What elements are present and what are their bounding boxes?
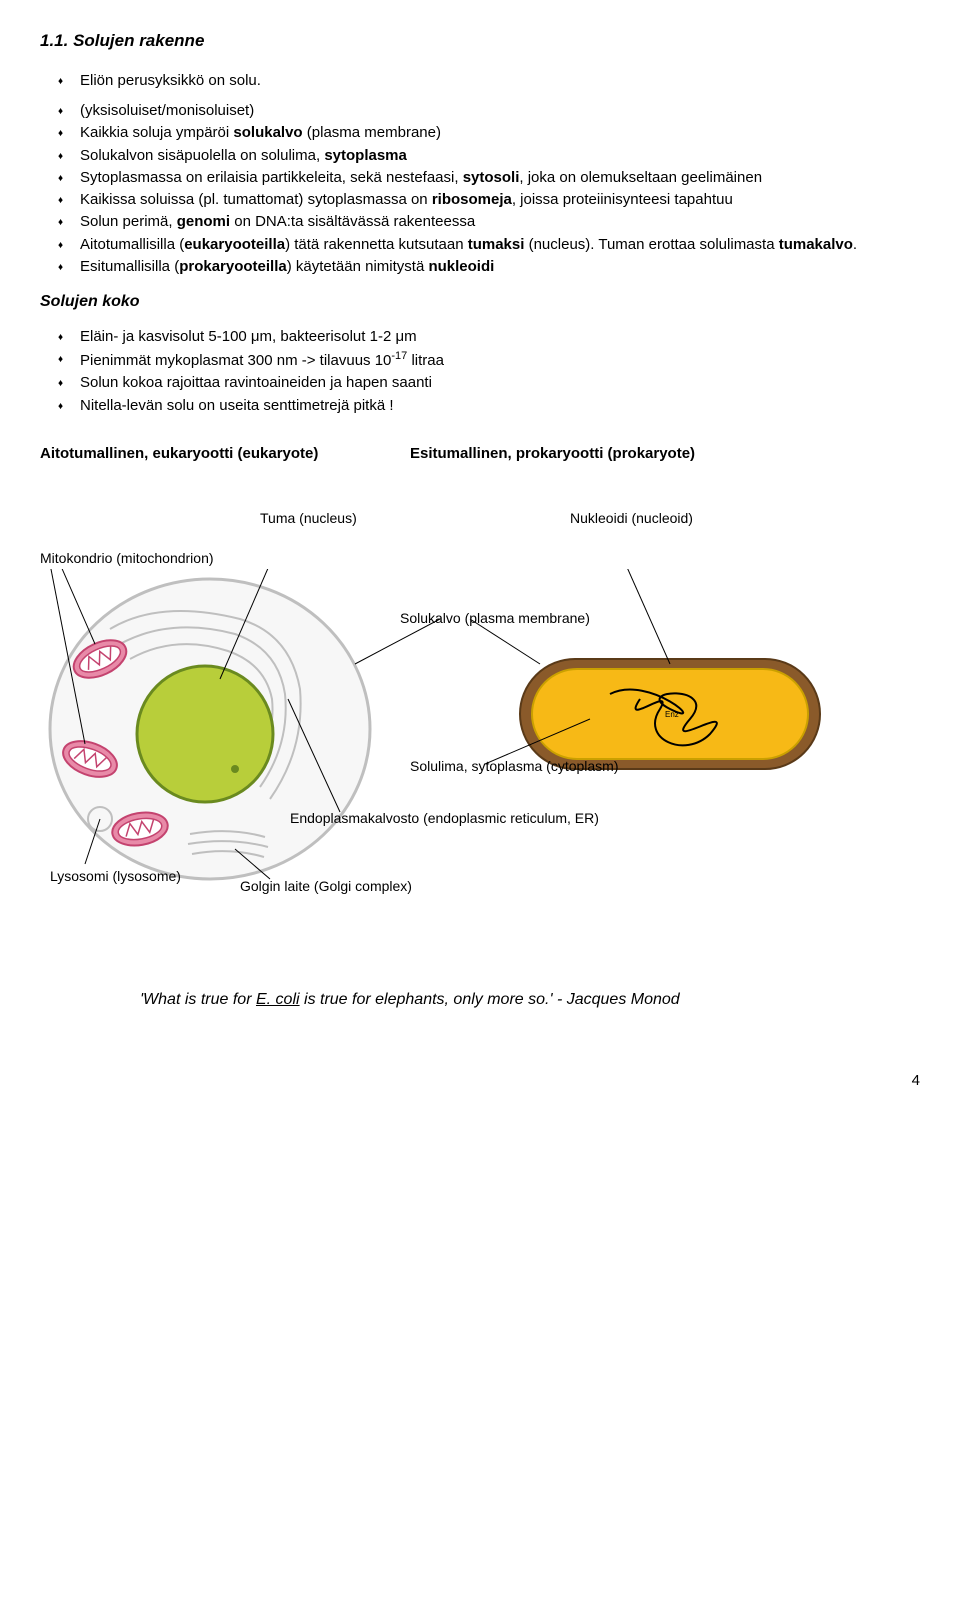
text: Kaikkia soluja ympäröi [80, 124, 233, 141]
cell-type-header: Aitotumallinen, eukaryootti (eukaryote) … [40, 444, 920, 464]
list-item: Eläin- ja kasvisolut 5-100 μm, bakteeris… [80, 327, 920, 347]
quote: 'What is true for E. coli is true for el… [140, 989, 920, 1011]
bold: eukaryooteilla [184, 236, 285, 253]
label-nukleoidi: Nukleoidi (nucleoid) [570, 509, 693, 528]
bullet-group-1: Eliön perusyksikkö on solu. [40, 71, 920, 91]
text: Kaikissa soluissa (pl. tumattomat) sytop… [80, 191, 432, 208]
text: Aitotumallisilla ( [80, 236, 184, 253]
bold: genomi [177, 213, 230, 230]
text: Sytoplasmassa on erilaisia partikkeleita… [80, 169, 463, 186]
bold: tumaksi [468, 236, 525, 253]
bold: tumakalvo [779, 236, 853, 253]
label-solulima: Solulima, sytoplasma (cytoplasm) [410, 757, 619, 776]
text: Eläin- ja kasvisolut 5-100 μm, bakteeris… [80, 328, 417, 345]
text: (yksisoluiset/monisoluiset) [80, 102, 254, 119]
list-item: Solun perimä, genomi on DNA:ta sisältävä… [80, 212, 920, 232]
nucleolus-dot [231, 765, 239, 773]
text: litraa [407, 352, 444, 369]
label-lysosomi: Lysosomi (lysosome) [50, 867, 181, 886]
bold: prokaryooteilla [179, 258, 287, 275]
list-item: Nitella-levän solu on useita senttimetre… [80, 396, 920, 416]
bold: ribosomeja [432, 191, 512, 208]
bold: sytosoli [463, 169, 520, 186]
list-item: Esitumallisilla (prokaryooteilla) käytet… [80, 257, 920, 277]
list-item: Aitotumallisilla (eukaryooteilla) tätä r… [80, 235, 920, 255]
bullet-group-2: (yksisoluiset/monisoluiset) Kaikkia solu… [40, 101, 920, 277]
quote-text1: 'What is true for [140, 991, 256, 1008]
quote-underline: E. coli [256, 991, 300, 1008]
text: (plasma membrane) [303, 124, 441, 141]
text: Nitella-levän solu on useita senttimetre… [80, 397, 394, 414]
list-item: Eliön perusyksikkö on solu. [80, 71, 920, 91]
list-item: Kaikkia soluja ympäröi solukalvo (plasma… [80, 123, 920, 143]
text: ) tätä rakennetta kutsutaan [285, 236, 468, 253]
bold: solukalvo [233, 124, 302, 141]
section-heading: 1.1. Solujen rakenne [40, 30, 920, 53]
bold: nukleoidi [428, 258, 494, 275]
eukaryote-diagram [40, 569, 380, 899]
label-er: Endoplasmakalvosto (endoplasmic reticulu… [290, 809, 599, 828]
label-mito: Mitokondrio (mitochondrion) [40, 549, 214, 568]
text: . [853, 236, 857, 253]
diagram-area: Enz Solukalvo (plasma membrane) Solulima… [40, 569, 920, 929]
superscript: -17 [391, 350, 407, 362]
text: Solun kokoa rajoittaa ravintoaineiden ja… [80, 374, 432, 391]
text: (nucleus). Tuman erottaa solulimasta [524, 236, 778, 253]
list-item: (yksisoluiset/monisoluiset) [80, 101, 920, 121]
list-item: Solun kokoa rajoittaa ravintoaineiden ja… [80, 373, 920, 393]
text: , joka on olemukseltaan geelimäinen [519, 169, 762, 186]
prokaryote-header: Esitumallinen, prokaryootti (prokaryote) [410, 444, 695, 464]
label-solukalvo: Solukalvo (plasma membrane) [400, 609, 590, 628]
nucleus [137, 666, 273, 802]
text: Pienimmät mykoplasmat 300 nm -> tilavuus… [80, 352, 391, 369]
list-item: Solukalvon sisäpuolella on solulima, syt… [80, 146, 920, 166]
label-golgi: Golgin laite (Golgi complex) [240, 877, 412, 896]
page-number: 4 [40, 1071, 920, 1091]
sub-heading: Solujen koko [40, 291, 920, 313]
list-item: Pienimmät mykoplasmat 300 nm -> tilavuus… [80, 349, 920, 371]
text: Solun perimä, [80, 213, 177, 230]
text: , joissa proteiinisynteesi tapahtuu [512, 191, 733, 208]
list-item: Sytoplasmassa on erilaisia partikkeleita… [80, 168, 920, 188]
text: on DNA:ta sisältävässä rakenteessa [230, 213, 475, 230]
text: Eliön perusyksikkö on solu. [80, 72, 261, 89]
text: Solukalvon sisäpuolella on solulima, [80, 147, 324, 164]
bold: sytoplasma [324, 147, 407, 164]
eukaryote-header: Aitotumallinen, eukaryootti (eukaryote) [40, 444, 410, 464]
text: Esitumallisilla ( [80, 258, 179, 275]
label-tuma: Tuma (nucleus) [260, 509, 357, 528]
list-item: Kaikissa soluissa (pl. tumattomat) sytop… [80, 190, 920, 210]
quote-text2: is true for elephants, only more so.' - … [300, 991, 680, 1008]
enz-label: Enz [665, 710, 679, 719]
label-row: Tuma (nucleus) Nukleoidi (nucleoid) Mito… [40, 489, 920, 569]
bullet-group-3: Eläin- ja kasvisolut 5-100 μm, bakteeris… [40, 327, 920, 416]
text: ) käytetään nimitystä [287, 258, 429, 275]
